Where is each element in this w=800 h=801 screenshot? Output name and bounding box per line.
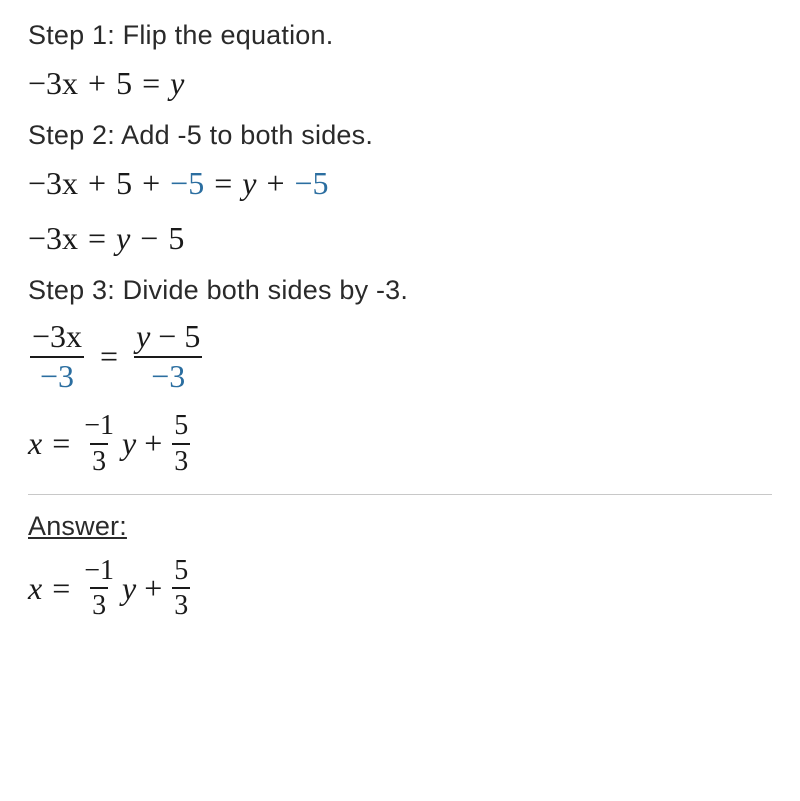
var-x: x bbox=[28, 425, 42, 462]
equals-op: = bbox=[52, 570, 70, 607]
step3-eq1: −3x −3 = y − 5 −3 bbox=[28, 320, 772, 393]
step3-eq2: x = −1 3 y + 5 3 bbox=[28, 411, 772, 476]
five: 5 bbox=[116, 165, 132, 202]
neg3-hl: −3 bbox=[40, 360, 74, 394]
frac-neg1-over-3: −1 3 bbox=[82, 556, 116, 621]
var-y: y bbox=[116, 220, 130, 257]
neg5-hl: −5 bbox=[294, 165, 328, 202]
neg3x: −3x bbox=[32, 320, 82, 354]
plus-op: + bbox=[144, 425, 162, 462]
three: 3 bbox=[92, 591, 106, 620]
frac-5-over-3: 5 3 bbox=[172, 411, 190, 476]
three: 3 bbox=[174, 447, 188, 476]
plus-op: + bbox=[144, 570, 162, 607]
neg3x: −3x bbox=[28, 165, 78, 202]
var-x: x bbox=[28, 570, 42, 607]
neg3x: −3x bbox=[28, 65, 78, 102]
minus-op: − bbox=[140, 220, 158, 257]
step2-label: Step 2: Add -5 to both sides. bbox=[28, 120, 772, 151]
equals-op: = bbox=[100, 338, 118, 375]
equals-op: = bbox=[142, 65, 160, 102]
plus-op: + bbox=[88, 65, 106, 102]
var-y: y bbox=[170, 65, 184, 102]
plus-op: + bbox=[142, 165, 160, 202]
frac-5-over-3: 5 3 bbox=[172, 556, 190, 621]
five: 5 bbox=[174, 556, 188, 585]
var-y: y bbox=[242, 165, 256, 202]
plus-op: + bbox=[266, 165, 284, 202]
neg5-hl: −5 bbox=[170, 165, 204, 202]
neg3x: −3x bbox=[28, 220, 78, 257]
step3-label: Step 3: Divide both sides by -3. bbox=[28, 275, 772, 306]
solution-page: Step 1: Flip the equation. −3x + 5 = y S… bbox=[0, 0, 800, 621]
answer-label: Answer: bbox=[28, 511, 772, 542]
divider-rule bbox=[28, 494, 772, 495]
answer-eq: x = −1 3 y + 5 3 bbox=[28, 556, 772, 621]
five: 5 bbox=[184, 320, 200, 354]
step2-eq2: −3x = y − 5 bbox=[28, 220, 772, 257]
equals-op: = bbox=[88, 220, 106, 257]
frac-yminus5-over-neg3: y − 5 −3 bbox=[134, 320, 202, 393]
var-y: y bbox=[122, 570, 136, 607]
equals-op: = bbox=[214, 165, 232, 202]
five: 5 bbox=[168, 220, 184, 257]
neg3-hl: −3 bbox=[151, 360, 185, 394]
minus-op: − bbox=[158, 320, 176, 354]
neg1: −1 bbox=[84, 411, 114, 440]
step1-label: Step 1: Flip the equation. bbox=[28, 20, 772, 51]
five: 5 bbox=[174, 411, 188, 440]
five: 5 bbox=[116, 65, 132, 102]
frac-neg3x-over-neg3: −3x −3 bbox=[30, 320, 84, 393]
step1-eq1: −3x + 5 = y bbox=[28, 65, 772, 102]
frac-neg1-over-3: −1 3 bbox=[82, 411, 116, 476]
neg1: −1 bbox=[84, 556, 114, 585]
three: 3 bbox=[174, 591, 188, 620]
equals-op: = bbox=[52, 425, 70, 462]
plus-op: + bbox=[88, 165, 106, 202]
three: 3 bbox=[92, 447, 106, 476]
step2-eq1: −3x + 5 + −5 = y + −5 bbox=[28, 165, 772, 202]
var-y: y bbox=[136, 320, 150, 354]
var-y: y bbox=[122, 425, 136, 462]
